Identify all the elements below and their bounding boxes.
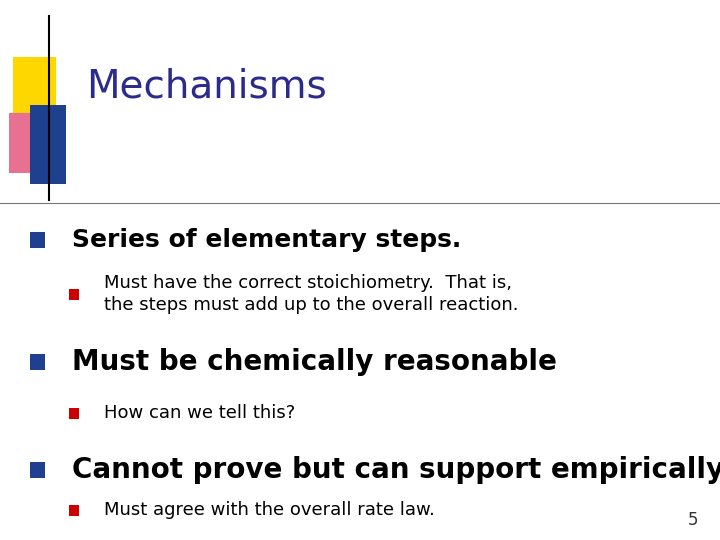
- Bar: [69, 408, 79, 418]
- Bar: [30, 232, 45, 248]
- Text: How can we tell this?: How can we tell this?: [104, 404, 296, 422]
- Text: Series of elementary steps.: Series of elementary steps.: [72, 228, 462, 252]
- Text: Must be chemically reasonable: Must be chemically reasonable: [72, 348, 557, 376]
- Bar: [69, 505, 79, 516]
- Text: Must have the correct stoichiometry.  That is,
the steps must add up to the over: Must have the correct stoichiometry. Tha…: [104, 274, 519, 314]
- Text: Cannot prove but can support empirically.: Cannot prove but can support empirically…: [72, 456, 720, 484]
- Text: Must agree with the overall rate law.: Must agree with the overall rate law.: [104, 501, 436, 519]
- Bar: [30, 105, 66, 184]
- Bar: [13, 57, 56, 119]
- Text: Mechanisms: Mechanisms: [86, 68, 327, 105]
- Text: 5: 5: [688, 511, 698, 529]
- Bar: [30, 462, 45, 478]
- Bar: [9, 113, 48, 173]
- Bar: [30, 354, 45, 370]
- Bar: [69, 289, 79, 300]
